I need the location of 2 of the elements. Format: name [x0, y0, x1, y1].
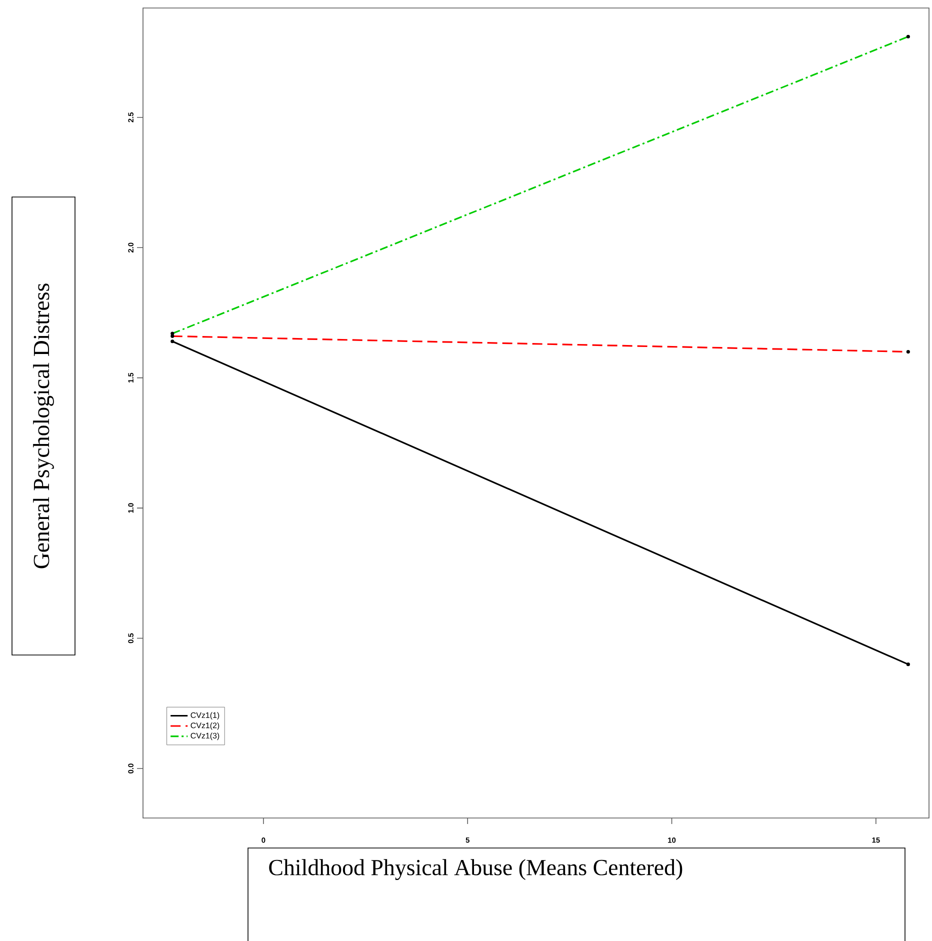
x-axis-title: Childhood Physical Abuse (Means Centered)	[269, 859, 682, 880]
y-axis-title: General Psychological Distress	[33, 284, 54, 568]
